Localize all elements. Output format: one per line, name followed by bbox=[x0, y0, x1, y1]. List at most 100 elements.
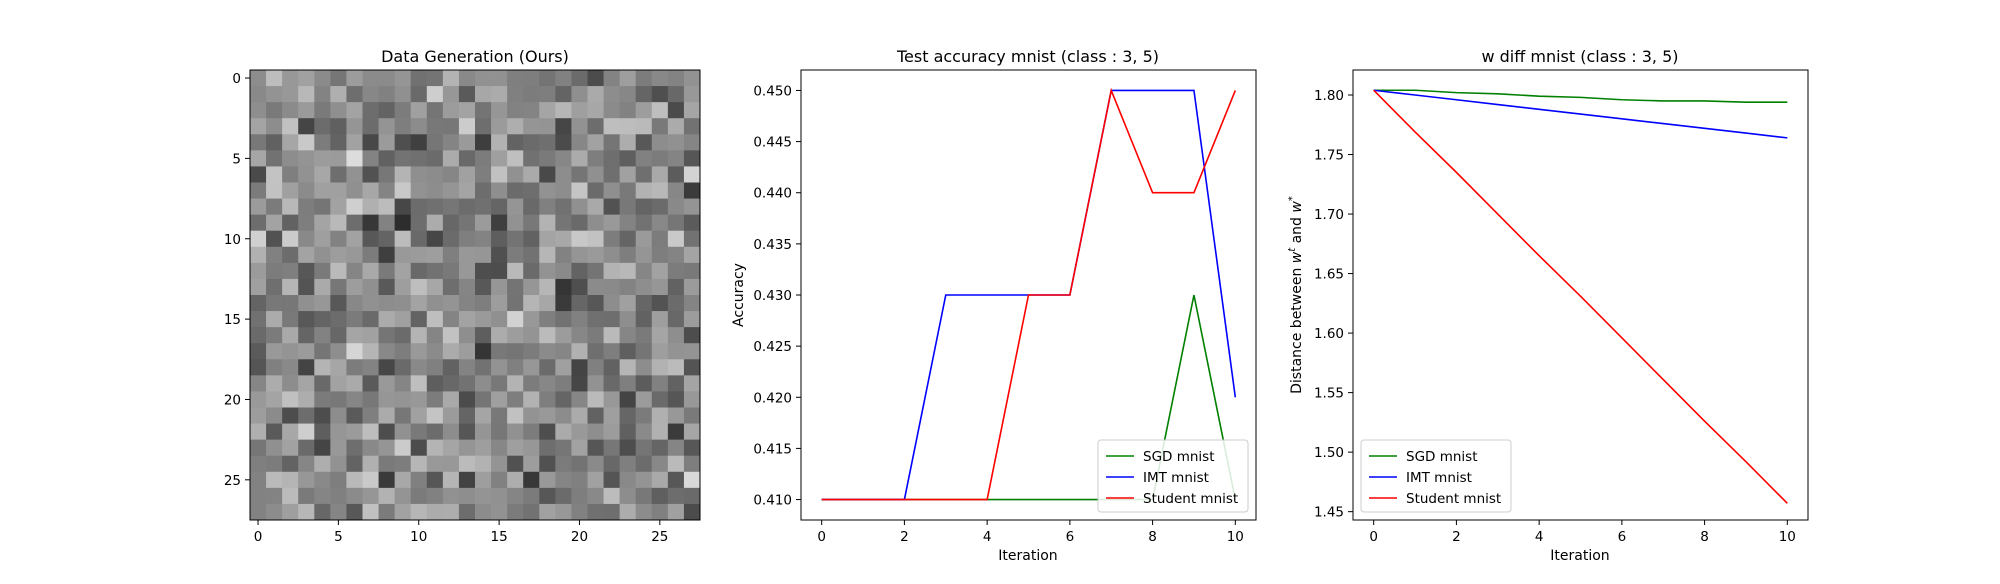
heatmap-cell bbox=[667, 134, 685, 151]
heatmap-cell bbox=[555, 375, 572, 392]
heatmap-cell bbox=[282, 262, 299, 280]
heatmap-cell bbox=[539, 118, 556, 135]
heatmap-cell bbox=[362, 311, 379, 328]
heatmap-cell bbox=[475, 214, 492, 232]
heatmap-cell bbox=[539, 134, 556, 151]
heatmap-cell bbox=[571, 327, 588, 344]
heatmap-cell bbox=[314, 182, 331, 199]
heatmap-cell bbox=[442, 102, 460, 119]
heatmap-cell bbox=[635, 102, 653, 119]
heatmap-cell bbox=[555, 278, 572, 296]
y-tick-label: 5 bbox=[232, 151, 241, 167]
heatmap-cell bbox=[507, 311, 524, 328]
heatmap-cell bbox=[491, 182, 508, 199]
heatmap-cell bbox=[442, 150, 460, 167]
heatmap-cell bbox=[635, 150, 653, 167]
heatmap-cell bbox=[298, 455, 315, 473]
heatmap-cell bbox=[523, 278, 540, 296]
heatmap-cell bbox=[587, 134, 604, 151]
heatmap-cell bbox=[507, 487, 524, 505]
heatmap-cell bbox=[282, 230, 299, 248]
heatmap-cell bbox=[378, 278, 396, 296]
heatmap-cell bbox=[314, 391, 331, 408]
heatmap-cell bbox=[250, 182, 267, 199]
heatmap-cell bbox=[603, 70, 621, 87]
heatmap-cell bbox=[330, 471, 347, 489]
heatmap-cell bbox=[282, 455, 299, 473]
heatmap-cell bbox=[458, 182, 476, 199]
heatmap-cell bbox=[523, 503, 540, 521]
heatmap-cell bbox=[491, 391, 508, 408]
heatmap-cell bbox=[475, 246, 492, 264]
heatmap-cell bbox=[587, 391, 604, 408]
heatmap-cell bbox=[491, 503, 508, 521]
heatmap-cell bbox=[346, 118, 363, 135]
heatmap-cell bbox=[491, 455, 508, 473]
heatmap-cell bbox=[314, 262, 331, 280]
heatmap-cell bbox=[362, 471, 379, 489]
heatmap-cell bbox=[298, 311, 315, 328]
heatmap-cell bbox=[619, 423, 637, 441]
x-tick-label: 10 bbox=[410, 529, 427, 545]
heatmap-cell bbox=[314, 327, 331, 344]
wdiff-y-label: Distance between wt and w* bbox=[1287, 196, 1305, 394]
heatmap-cell bbox=[523, 214, 540, 232]
heatmap-cell bbox=[378, 134, 396, 151]
heatmap-cell bbox=[266, 70, 283, 87]
heatmap-cell bbox=[523, 86, 540, 103]
heatmap-cell bbox=[651, 102, 669, 119]
heatmap-cell bbox=[507, 262, 524, 280]
heatmap-cell bbox=[651, 230, 669, 248]
heatmap-cell bbox=[330, 439, 347, 457]
heatmap-cell bbox=[587, 295, 604, 312]
heatmap-cell bbox=[298, 166, 315, 183]
heatmap-cell bbox=[635, 70, 653, 87]
heatmap-cell bbox=[298, 471, 315, 489]
heatmap-cell bbox=[362, 455, 379, 473]
heatmap-cell bbox=[587, 118, 604, 135]
heatmap-cell bbox=[362, 343, 379, 360]
heatmap-cell bbox=[651, 407, 669, 424]
heatmap-cell bbox=[410, 407, 428, 424]
heatmap-cell bbox=[394, 246, 412, 264]
heatmap-cell bbox=[346, 262, 363, 280]
heatmap-cell bbox=[571, 407, 588, 424]
heatmap-cell bbox=[362, 134, 379, 151]
heatmap-cell bbox=[667, 439, 685, 457]
heatmap-cell bbox=[571, 295, 588, 312]
heatmap-cell bbox=[442, 230, 460, 248]
heatmap-cell bbox=[250, 423, 267, 441]
heatmap-cell bbox=[298, 118, 315, 135]
heatmap-cell bbox=[667, 423, 685, 441]
heatmap-cell bbox=[394, 487, 412, 505]
heatmap-cell bbox=[539, 343, 556, 360]
heatmap-cell bbox=[330, 375, 347, 392]
heatmap-cell bbox=[314, 230, 331, 248]
heatmap-cell bbox=[298, 439, 315, 457]
heatmap-cell bbox=[619, 262, 637, 280]
heatmap-cell bbox=[635, 503, 653, 521]
heatmap-cell bbox=[426, 487, 444, 505]
heatmap-cell bbox=[458, 471, 476, 489]
heatmap-cell bbox=[394, 86, 412, 103]
heatmap-cell bbox=[539, 439, 556, 457]
heatmap-cell bbox=[330, 134, 347, 151]
heatmap-cell bbox=[250, 439, 267, 457]
heatmap-cell bbox=[426, 166, 444, 183]
heatmap-cell bbox=[635, 455, 653, 473]
heatmap-cell bbox=[282, 295, 299, 312]
heatmap-cell bbox=[651, 503, 669, 521]
heatmap-cell bbox=[442, 407, 460, 424]
heatmap-cell bbox=[426, 503, 444, 521]
heatmap-cell bbox=[651, 118, 669, 135]
heatmap-cell bbox=[442, 214, 460, 232]
heatmap-cell bbox=[266, 375, 283, 392]
heatmap-cell bbox=[603, 86, 621, 103]
heatmap-cell bbox=[571, 439, 588, 457]
heatmap-cell bbox=[362, 166, 379, 183]
heatmap-cell bbox=[651, 375, 669, 392]
heatmap-cell bbox=[378, 295, 396, 312]
heatmap-cell bbox=[250, 375, 267, 392]
heatmap-x-ticks: 0 5 10 15 20 25 bbox=[254, 520, 668, 545]
heatmap-cell bbox=[555, 134, 572, 151]
